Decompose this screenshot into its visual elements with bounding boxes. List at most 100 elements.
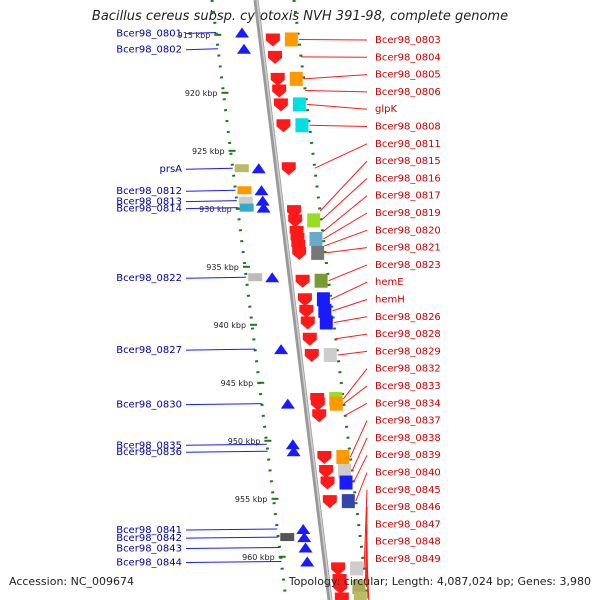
forward-gene-leader xyxy=(325,247,368,254)
forward-gene-leader xyxy=(330,281,368,300)
reverse-gene-arrow xyxy=(254,185,269,196)
forward-gene-leader xyxy=(319,160,368,212)
forward-gene-leader xyxy=(333,316,368,323)
forward-gene-arrow xyxy=(300,316,315,330)
forward-gene-arrow xyxy=(333,580,348,594)
forward-gene-leader xyxy=(323,212,368,240)
forward-gene-cog-box xyxy=(319,315,333,330)
forward-gene-leader xyxy=(349,420,368,458)
forward-gene-leader xyxy=(365,524,368,587)
forward-gene-cog-box xyxy=(338,463,352,478)
forward-gene-leader xyxy=(366,558,370,600)
reverse-gene-label: Bcer98_0843 xyxy=(116,544,182,555)
kbp-tick-label: 930 kbp xyxy=(199,205,232,214)
reverse-gene-arrow xyxy=(300,556,315,567)
reverse-gene-leader xyxy=(185,48,219,51)
forward-gene-cog-box xyxy=(307,213,321,228)
forward-gene-arrow xyxy=(312,409,327,423)
forward-gene-cog-box xyxy=(295,118,309,133)
forward-gene-cog-box xyxy=(350,561,364,576)
reverse-gene-leader xyxy=(185,443,267,446)
kbp-tick-label: 940 kbp xyxy=(213,321,246,330)
forward-gene-leader xyxy=(303,74,368,80)
forward-gene-arrow xyxy=(288,214,303,228)
forward-gene-label: Bcer98_0808 xyxy=(375,122,441,133)
forward-gene-label: Bcer98_0838 xyxy=(375,433,441,444)
reverse-gene-leader xyxy=(185,189,236,192)
forward-gene-cog-box xyxy=(329,396,343,411)
forward-gene-leader xyxy=(355,472,368,502)
forward-gene-arrow xyxy=(310,397,325,411)
forward-gene-arrow xyxy=(281,162,296,176)
reverse-gene-leader xyxy=(185,276,247,279)
reverse-gene-label: Bcer98_0801 xyxy=(116,28,182,39)
forward-gene-label: Bcer98_0811 xyxy=(375,139,441,150)
forward-gene-leader xyxy=(320,178,368,221)
forward-gene-leader xyxy=(343,385,368,405)
forward-gene-cog-box xyxy=(318,303,332,318)
reverse-gene-cog-box xyxy=(280,533,295,542)
forward-gene-arrow xyxy=(304,348,319,362)
reverse-gene-cog-box xyxy=(237,186,252,195)
reverse-gene-arrow xyxy=(298,542,313,553)
forward-gene-leader xyxy=(322,195,368,233)
forward-gene-label: Bcer98_0819 xyxy=(375,208,441,219)
reverse-gene-arrow xyxy=(296,523,311,534)
forward-gene-leader xyxy=(351,437,368,472)
forward-gene-cog-box xyxy=(309,231,323,246)
forward-gene-cog-box xyxy=(336,450,350,465)
reverse-gene-leader xyxy=(185,536,279,539)
forward-gene-arrow xyxy=(292,246,307,260)
accession-text: Accession: NC_009674 xyxy=(9,575,135,588)
reverse-gene-arrow xyxy=(297,532,312,543)
reverse-gene-leader xyxy=(185,547,280,550)
kbp-tick-label: 915 kbp xyxy=(178,31,211,40)
forward-gene-leader xyxy=(353,454,368,483)
reverse-gene-arrow xyxy=(280,398,295,409)
kbp-tick-label: 950 kbp xyxy=(228,437,261,446)
reverse-gene-cog-box xyxy=(234,164,249,173)
forward-gene-leader xyxy=(328,264,368,282)
forward-gene-cog-box xyxy=(339,475,353,490)
forward-gene-leader xyxy=(342,368,368,400)
reverse-gene-label: Bcer98_0812 xyxy=(116,186,182,197)
forward-gene-arrow xyxy=(322,495,337,509)
backbone-line xyxy=(253,0,333,600)
forward-gene-cog-box xyxy=(341,494,355,509)
forward-gene-leader xyxy=(363,489,368,569)
forward-gene-label: hemH xyxy=(375,295,405,306)
forward-gene-label: Bcer98_0849 xyxy=(375,554,441,565)
reverse-gene-arrow xyxy=(265,272,280,283)
kbp-tick-label: 925 kbp xyxy=(192,147,225,156)
map-title: Bacillus cereus subsp. cytotoxis NVH 391… xyxy=(91,9,509,24)
forward-gene-label: Bcer98_0826 xyxy=(375,312,441,323)
kbp-tick-label: 955 kbp xyxy=(235,495,268,504)
forward-gene-leader xyxy=(365,507,368,581)
forward-gene-leader xyxy=(298,38,368,41)
forward-gene-cog-box xyxy=(314,273,328,288)
reverse-gene-arrow xyxy=(274,344,289,355)
reverse-gene-label: prsA xyxy=(159,164,182,175)
reverse-gene-leader xyxy=(185,167,233,170)
forward-gene-arrow xyxy=(295,274,310,288)
forward-gene-arrow xyxy=(319,464,334,478)
forward-gene-arrow xyxy=(272,84,287,98)
forward-gene-leader xyxy=(337,350,368,356)
forward-gene-leader xyxy=(332,299,368,312)
reverse-gene-label: Bcer98_0844 xyxy=(116,557,182,568)
kbp-tick-label: 960 kbp xyxy=(242,553,275,562)
forward-gene-cog-box xyxy=(352,579,366,594)
forward-gene-arrow xyxy=(317,451,332,465)
reverse-gene-leader xyxy=(185,528,278,531)
kbp-tick-label: 945 kbp xyxy=(221,379,254,388)
forward-gene-arrow xyxy=(302,332,317,346)
forward-gene-label: hemE xyxy=(375,277,404,288)
forward-gene-label: Bcer98_0828 xyxy=(375,329,441,340)
reverse-gene-label: Bcer98_0836 xyxy=(116,447,182,458)
backbone-highlight xyxy=(256,0,332,600)
forward-gene-arrow xyxy=(331,562,346,576)
forward-gene-arrow xyxy=(320,476,335,490)
forward-gene-leader xyxy=(314,143,368,169)
forward-gene-label: Bcer98_0803 xyxy=(375,35,441,46)
reverse-gene-arrow xyxy=(256,202,271,213)
